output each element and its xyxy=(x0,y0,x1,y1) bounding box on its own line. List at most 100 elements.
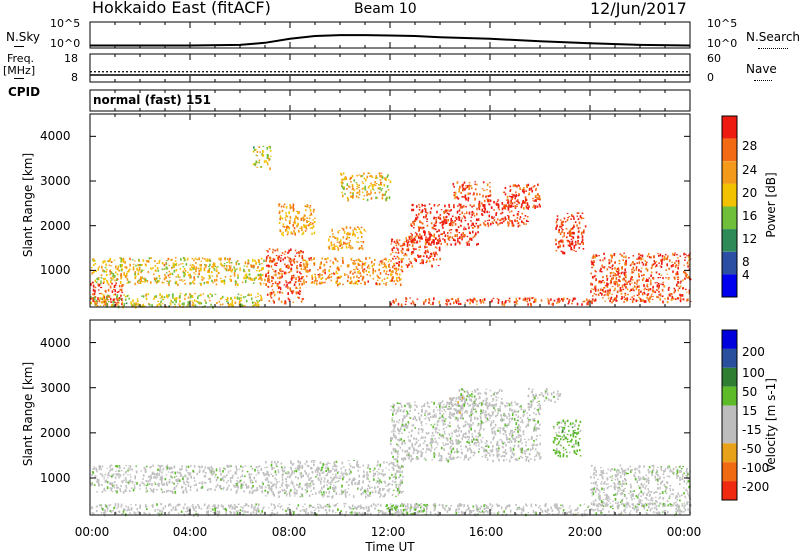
power-heatmap-cell xyxy=(650,267,653,270)
velocity-heatmap-cell xyxy=(328,505,331,508)
power-heatmap-cell xyxy=(647,288,650,292)
velocity-heatmap-cell xyxy=(641,502,643,506)
power-heatmap-cell xyxy=(300,262,302,264)
power-heatmap-cell xyxy=(514,195,517,198)
power-heatmap-cell xyxy=(397,251,400,253)
power-heatmap-cell xyxy=(285,219,287,221)
power-heatmap-cell xyxy=(114,284,117,286)
power-heatmap-cell xyxy=(193,278,196,281)
power-heatmap-cell xyxy=(669,294,671,297)
power-heatmap-cell xyxy=(457,237,459,240)
velocity-heatmap-cell xyxy=(592,509,595,512)
power-heatmap-cell xyxy=(378,277,381,279)
power-heatmap-cell xyxy=(473,215,476,217)
power-heatmap-cell xyxy=(182,263,184,265)
velocity-heatmap-cell xyxy=(114,490,117,493)
power-heatmap-cell xyxy=(640,290,642,293)
velocity-heatmap-cell xyxy=(355,507,358,510)
power-heatmap-cell xyxy=(380,181,382,185)
power-heatmap-cell xyxy=(448,300,450,302)
power-heatmap-cell xyxy=(320,261,322,265)
power-heatmap-cell xyxy=(593,299,596,303)
power-heatmap-cell xyxy=(456,231,458,233)
velocity-heatmap-cell xyxy=(382,511,385,513)
power-heatmap-cell xyxy=(445,216,447,219)
power-heatmap-cell xyxy=(434,228,437,231)
power-heatmap-cell xyxy=(411,265,414,268)
power-heatmap-cell xyxy=(424,251,427,255)
power-heatmap-cell xyxy=(463,228,465,231)
power-heatmap-cell xyxy=(508,203,510,205)
power-heatmap-cell xyxy=(231,269,233,273)
power-heatmap-cell xyxy=(302,276,304,278)
power-heatmap-cell xyxy=(655,271,658,274)
velocity-heatmap-cell xyxy=(646,513,649,516)
power-heatmap-cell xyxy=(425,211,427,214)
power-heatmap-cell xyxy=(352,192,354,196)
power-heatmap-cell xyxy=(631,276,633,279)
power-heatmap-cell xyxy=(182,272,185,274)
velocity-heatmap-cell xyxy=(165,474,168,476)
power-heatmap-cell xyxy=(282,231,284,234)
power-heatmap-cell xyxy=(136,298,139,300)
velocity-heatmap-cell xyxy=(254,509,256,511)
velocity-heatmap-cell xyxy=(166,484,169,486)
velocity-heatmap-cell xyxy=(288,491,291,495)
power-heatmap-cell xyxy=(284,256,286,260)
power-heatmap-cell xyxy=(156,277,158,280)
velocity-heatmap-cell xyxy=(238,481,240,484)
power-heatmap-cell xyxy=(582,242,584,245)
power-heatmap-cell xyxy=(337,266,340,269)
power-heatmap-cell xyxy=(353,276,355,279)
power-heatmap-cell xyxy=(555,227,557,230)
power-heatmap-cell xyxy=(430,303,432,305)
velocity-heatmap-cell xyxy=(236,468,238,472)
power-heatmap-cell xyxy=(295,215,297,219)
power-heatmap-cell xyxy=(624,292,627,295)
power-heatmap-cell xyxy=(476,225,479,227)
power-heatmap-cell xyxy=(391,274,393,276)
velocity-heatmap-cell xyxy=(358,505,360,508)
power-heatmap-cell xyxy=(363,177,366,180)
power-heatmap-cell xyxy=(300,264,303,267)
power-heatmap-cell xyxy=(531,297,534,299)
power-heatmap-cell xyxy=(359,247,362,249)
power-heatmap-cell xyxy=(512,224,515,227)
power-heatmap-cell xyxy=(230,265,232,267)
velocity-heatmap-cell xyxy=(377,460,379,464)
power-heatmap-cell xyxy=(160,300,162,304)
power-heatmap-cell xyxy=(406,265,409,268)
velocity-heatmap-cell xyxy=(246,470,249,473)
power-heatmap-cell xyxy=(348,246,350,248)
velocity-heatmap-cell xyxy=(298,485,300,489)
power-heatmap-cell xyxy=(288,211,290,215)
power-heatmap-cell xyxy=(426,249,429,253)
power-heatmap-cell xyxy=(591,301,593,305)
power-heatmap-cell xyxy=(414,238,416,241)
power-heatmap-cell xyxy=(562,244,565,248)
power-heatmap-cell xyxy=(173,266,176,268)
power-heatmap-cell xyxy=(345,177,348,180)
power-heatmap-cell xyxy=(441,233,444,236)
power-heatmap-cell xyxy=(175,257,177,259)
power-heatmap-cell xyxy=(616,271,618,273)
power-heatmap-cell xyxy=(416,298,419,300)
velocity-heatmap-cell xyxy=(280,505,283,507)
power-heatmap-cell xyxy=(621,254,623,257)
power-heatmap-cell xyxy=(293,222,296,225)
power-heatmap-cell xyxy=(295,277,297,280)
velocity-heatmap-cell xyxy=(600,512,603,514)
power-heatmap-cell xyxy=(302,231,305,235)
power-heatmap-cell xyxy=(431,235,434,237)
power-heatmap-cell xyxy=(175,300,177,303)
velocity-heatmap-cell xyxy=(205,472,207,474)
velocity-heatmap-cell xyxy=(210,470,213,474)
velocity-heatmap-cell xyxy=(101,490,104,493)
power-heatmap-cell xyxy=(524,196,527,199)
velocity-heatmap-cell xyxy=(483,504,485,508)
power-heatmap-cell xyxy=(343,187,345,191)
velocity-heatmap-cell xyxy=(196,472,198,476)
power-heatmap-cell xyxy=(594,269,596,272)
power-heatmap-cell xyxy=(314,280,316,282)
power-heatmap-cell xyxy=(283,225,286,228)
